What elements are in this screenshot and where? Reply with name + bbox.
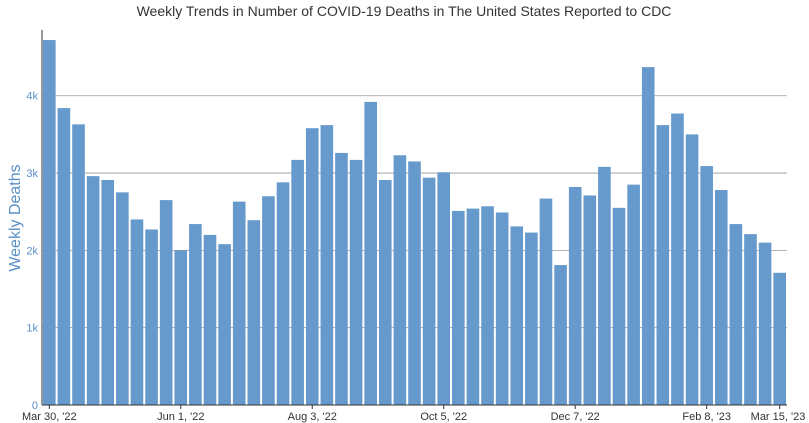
bar bbox=[378, 180, 392, 405]
bar bbox=[262, 196, 275, 405]
bar bbox=[203, 234, 217, 405]
bar bbox=[189, 224, 202, 405]
bar bbox=[554, 265, 567, 405]
bar bbox=[437, 172, 451, 405]
y-tick-label: 3k bbox=[26, 168, 38, 180]
bar bbox=[729, 224, 743, 405]
bar bbox=[408, 161, 421, 405]
bar bbox=[773, 272, 786, 405]
x-tick-label: Feb 8, '23 bbox=[682, 411, 731, 423]
bar bbox=[656, 125, 670, 406]
bar bbox=[218, 244, 231, 405]
bar bbox=[291, 159, 304, 405]
bar bbox=[466, 208, 480, 405]
bar bbox=[320, 125, 334, 406]
y-axis-label: Weekly Deaths bbox=[7, 164, 24, 271]
bar bbox=[247, 220, 261, 405]
bar bbox=[57, 108, 71, 406]
bar bbox=[525, 232, 538, 405]
bar bbox=[422, 177, 436, 405]
bar bbox=[349, 159, 363, 405]
bar bbox=[671, 113, 684, 405]
bar bbox=[159, 200, 173, 405]
bar bbox=[758, 242, 772, 405]
y-tick-labels: 0 1k 2k 3k 4k bbox=[26, 91, 38, 412]
bar bbox=[276, 182, 290, 405]
bar bbox=[305, 128, 319, 406]
x-tick-label: Mar 15, '23 bbox=[751, 411, 806, 423]
bar bbox=[130, 219, 144, 405]
x-tick-label: Oct 5, '22 bbox=[420, 411, 467, 423]
bar bbox=[627, 184, 640, 405]
y-tick-label: 2k bbox=[26, 245, 38, 257]
bar bbox=[145, 229, 158, 405]
bar bbox=[685, 134, 699, 405]
bar bbox=[714, 190, 728, 405]
bar bbox=[495, 212, 509, 405]
bar bbox=[539, 198, 553, 405]
bar bbox=[641, 67, 655, 405]
bar bbox=[43, 40, 56, 406]
bar bbox=[744, 234, 757, 405]
bar bbox=[364, 101, 377, 405]
x-tick-label: Jun 1, '22 bbox=[157, 411, 204, 423]
bar bbox=[452, 210, 465, 405]
y-tick-label: 4k bbox=[26, 91, 38, 103]
bar bbox=[568, 186, 582, 405]
bar bbox=[72, 124, 85, 405]
y-tick-label: 1k bbox=[26, 323, 38, 335]
bar bbox=[612, 207, 626, 405]
bar bbox=[335, 152, 348, 405]
bar bbox=[116, 192, 129, 405]
x-tick-label: Aug 3, '22 bbox=[288, 411, 337, 423]
bars bbox=[43, 40, 786, 406]
bar bbox=[232, 201, 246, 405]
x-tick-labels: Mar 30, '22 Jun 1, '22 Aug 3, '22 Oct 5, '2… bbox=[22, 411, 805, 423]
bar bbox=[510, 226, 524, 405]
bar bbox=[393, 155, 407, 405]
bar bbox=[86, 176, 100, 405]
axes bbox=[41, 30, 787, 409]
chart-title: Weekly Trends in Number of COVID-19 Deat… bbox=[137, 3, 672, 19]
bar bbox=[481, 206, 494, 405]
y-tick-label: 0 bbox=[32, 400, 38, 412]
bar bbox=[583, 195, 597, 405]
bar bbox=[101, 180, 115, 405]
bar bbox=[598, 166, 611, 405]
x-tick-label: Dec 7, '22 bbox=[551, 411, 600, 423]
bar bbox=[174, 250, 188, 405]
x-tick-label: Mar 30, '22 bbox=[22, 411, 77, 423]
bar bbox=[700, 166, 713, 405]
